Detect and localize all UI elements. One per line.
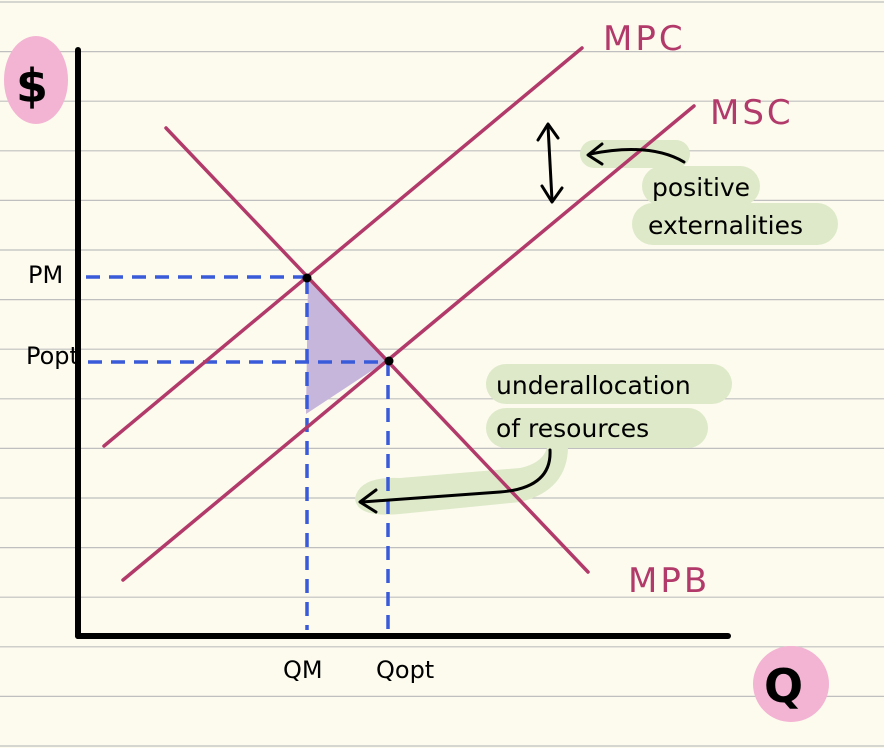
q-highlight (753, 646, 829, 722)
mpb-label: MPB (628, 561, 710, 601)
y-axis-label: $ (16, 59, 48, 113)
externality-note-line2: externalities (648, 211, 803, 240)
underallocation-highlight-1 (486, 364, 732, 404)
axes (75, 47, 731, 639)
externality-highlight-2 (632, 203, 838, 245)
externality-note-line1: positive (652, 173, 750, 202)
externality-pointer-arrow (586, 142, 686, 166)
externality-highlight-1 (642, 166, 760, 206)
qopt-label: Qopt (376, 656, 434, 684)
popt-label: Popt (26, 342, 79, 370)
supply-demand-curves (102, 46, 696, 582)
externality-gap-arrow (536, 122, 564, 204)
x-axis-label: Q (764, 659, 803, 713)
msc-curve (121, 104, 696, 582)
underallocation-note-line2: of resources (496, 414, 649, 443)
optimal-equilibrium-point (384, 356, 394, 366)
underallocation-shaded-area (306, 278, 388, 414)
dollar-highlight (4, 36, 68, 124)
qm-label: QM (283, 656, 323, 684)
mpc-label: MPC (603, 19, 686, 59)
mpb-curve (164, 126, 590, 574)
underallocation-highlight-2 (486, 408, 708, 448)
underallocation-note-line1: underallocation (496, 371, 691, 400)
mpc-curve (102, 46, 584, 448)
msc-label: MSC (710, 93, 794, 133)
underallocation-pointer-arrow (358, 448, 552, 514)
market-equilibrium-point (302, 273, 312, 283)
dashed-guides (86, 275, 390, 630)
pm-label: PM (28, 261, 63, 289)
